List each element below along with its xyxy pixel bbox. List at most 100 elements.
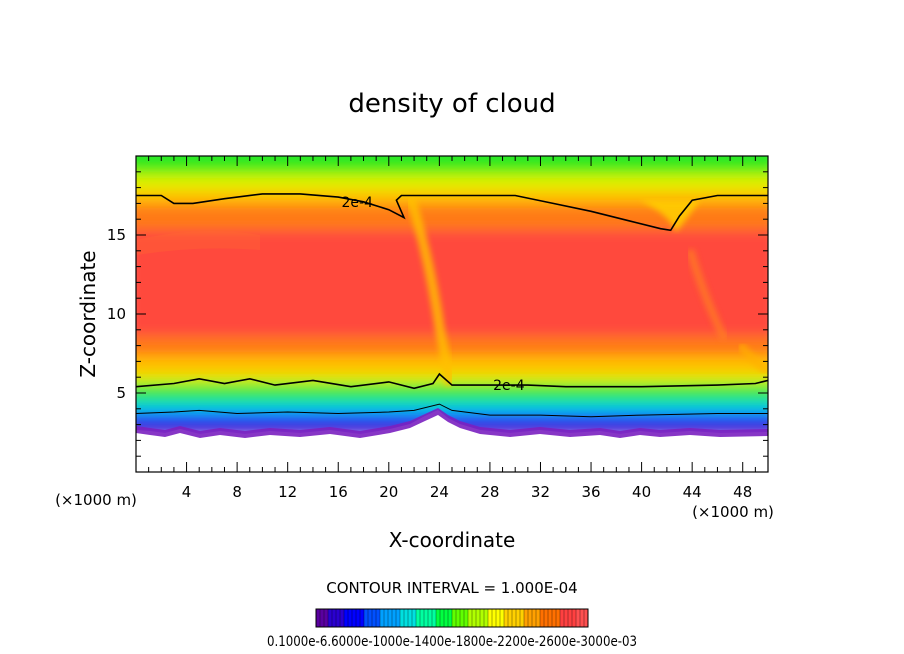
colorbar-cell bbox=[460, 609, 465, 627]
x-tick-label: 24 bbox=[430, 483, 449, 501]
y-axis-label: Z-coordinate bbox=[76, 250, 100, 377]
x-tick-label: 12 bbox=[278, 483, 297, 501]
x-tick-label: 32 bbox=[531, 483, 550, 501]
colorbar-cell bbox=[576, 609, 581, 627]
x-tick-label: 4 bbox=[182, 483, 192, 501]
colorbar-cell bbox=[568, 609, 573, 627]
colorbar-cell bbox=[376, 609, 381, 627]
colorbar-cell bbox=[548, 609, 553, 627]
colorbar-cell bbox=[424, 609, 429, 627]
colorbar-cell bbox=[340, 609, 345, 627]
colorbar-cell bbox=[440, 609, 445, 627]
colorbar-cell bbox=[468, 609, 473, 627]
colorbar-cell bbox=[512, 609, 517, 627]
chart-title: density of cloud bbox=[348, 89, 555, 119]
colorbar-cell bbox=[320, 609, 325, 627]
colorbar-cell bbox=[480, 609, 485, 627]
contour-line-base bbox=[136, 403, 768, 418]
y-tick-label: 15 bbox=[107, 226, 126, 244]
contour-line-upper bbox=[136, 193, 768, 232]
colorbar-cell bbox=[572, 609, 577, 627]
colorbar-cell bbox=[400, 609, 405, 627]
x-tick-label: 44 bbox=[683, 483, 702, 501]
x-tick-label: 20 bbox=[379, 483, 398, 501]
y-tick-label: 10 bbox=[107, 305, 126, 323]
colorbar-cell bbox=[536, 609, 541, 627]
colorbar-cell bbox=[368, 609, 373, 627]
x-tick-label: 40 bbox=[632, 483, 651, 501]
colorbar-cell bbox=[448, 609, 453, 627]
colorbar-frame bbox=[315, 608, 589, 628]
colorbar-cell bbox=[388, 609, 393, 627]
colorbar-cell bbox=[580, 609, 585, 627]
colorbar-cell bbox=[472, 609, 477, 627]
colorbar-cell bbox=[412, 609, 417, 627]
colorbar-cell bbox=[432, 609, 437, 627]
colorbar-cell bbox=[396, 609, 401, 627]
colorbar-cell bbox=[428, 609, 433, 627]
colorbar-cell bbox=[484, 609, 489, 627]
x-tick-label: 36 bbox=[581, 483, 600, 501]
x-axis-label: X-coordinate bbox=[389, 528, 516, 552]
colorbar-tick-labels: 0.1000e-6.6000e-1000e-1400e-1800e-2200e-… bbox=[267, 634, 637, 650]
colorbar-cell bbox=[416, 609, 421, 627]
colorbar-cell bbox=[488, 609, 493, 627]
colorbar-cell bbox=[528, 609, 533, 627]
colorbar-cell bbox=[332, 609, 337, 627]
colorbar-cell bbox=[496, 609, 501, 627]
colorbar-cell bbox=[372, 609, 377, 627]
colorbar-cell bbox=[436, 609, 441, 627]
colorbar-cell bbox=[364, 609, 369, 627]
contour-label: 2e-4 bbox=[341, 195, 373, 211]
colorbar-cell bbox=[520, 609, 525, 627]
colorbar-cell bbox=[464, 609, 469, 627]
y-tick-label: 5 bbox=[116, 384, 126, 402]
colorbar-cell bbox=[420, 609, 425, 627]
colorbar-cell bbox=[328, 609, 333, 627]
colorbar-cell bbox=[540, 609, 545, 627]
density-field bbox=[136, 156, 768, 472]
x-tick-label: 16 bbox=[329, 483, 348, 501]
x-unit-label: (×1000 m) bbox=[692, 503, 774, 521]
colorbar-cell bbox=[532, 609, 537, 627]
colorbar-cell bbox=[384, 609, 389, 627]
x-tick-label: 8 bbox=[232, 483, 242, 501]
colorbar-cell bbox=[392, 609, 397, 627]
colorbar-cell bbox=[408, 609, 413, 627]
colorbar-cell bbox=[500, 609, 505, 627]
colorbar-cell bbox=[356, 609, 361, 627]
colorbar-cell bbox=[508, 609, 513, 627]
x-tick-label: 48 bbox=[733, 483, 752, 501]
colorbar-cell bbox=[380, 609, 385, 627]
z-unit-label: (×1000 m) bbox=[55, 491, 137, 509]
colorbar-cell bbox=[336, 609, 341, 627]
colorbar-cell bbox=[564, 609, 569, 627]
contour-line-lower bbox=[136, 372, 768, 390]
colorbar-cell bbox=[316, 609, 321, 627]
colorbar-cell bbox=[584, 609, 589, 627]
colorbar-cell bbox=[452, 609, 457, 627]
colorbar-cell bbox=[524, 609, 529, 627]
x-axis: 4 8 12 16 20 24 28 32 36 40 44 48 bbox=[148, 156, 756, 501]
contour-interval-text: CONTOUR INTERVAL = 1.000E-04 bbox=[326, 579, 577, 597]
colorbar-cell bbox=[516, 609, 521, 627]
colorbar bbox=[315, 609, 589, 627]
colorbar-cell bbox=[352, 609, 357, 627]
colorbar-cell bbox=[456, 609, 461, 627]
y-axis: 5 10 15 bbox=[107, 171, 768, 457]
colorbar-cell bbox=[552, 609, 557, 627]
contour-label: 2e-4 bbox=[493, 378, 525, 394]
colorbar-cell bbox=[324, 609, 329, 627]
colorbar-cell bbox=[544, 609, 549, 627]
colorbar-cell bbox=[360, 609, 365, 627]
colorbar-cell bbox=[560, 609, 565, 627]
colorbar-cell bbox=[504, 609, 509, 627]
colorbar-cell bbox=[492, 609, 497, 627]
x-tick-label: 28 bbox=[480, 483, 499, 501]
colorbar-cell bbox=[404, 609, 409, 627]
colorbar-cell bbox=[348, 609, 353, 627]
colorbar-cell bbox=[556, 609, 561, 627]
colorbar-cell bbox=[444, 609, 449, 627]
colorbar-cell bbox=[476, 609, 481, 627]
